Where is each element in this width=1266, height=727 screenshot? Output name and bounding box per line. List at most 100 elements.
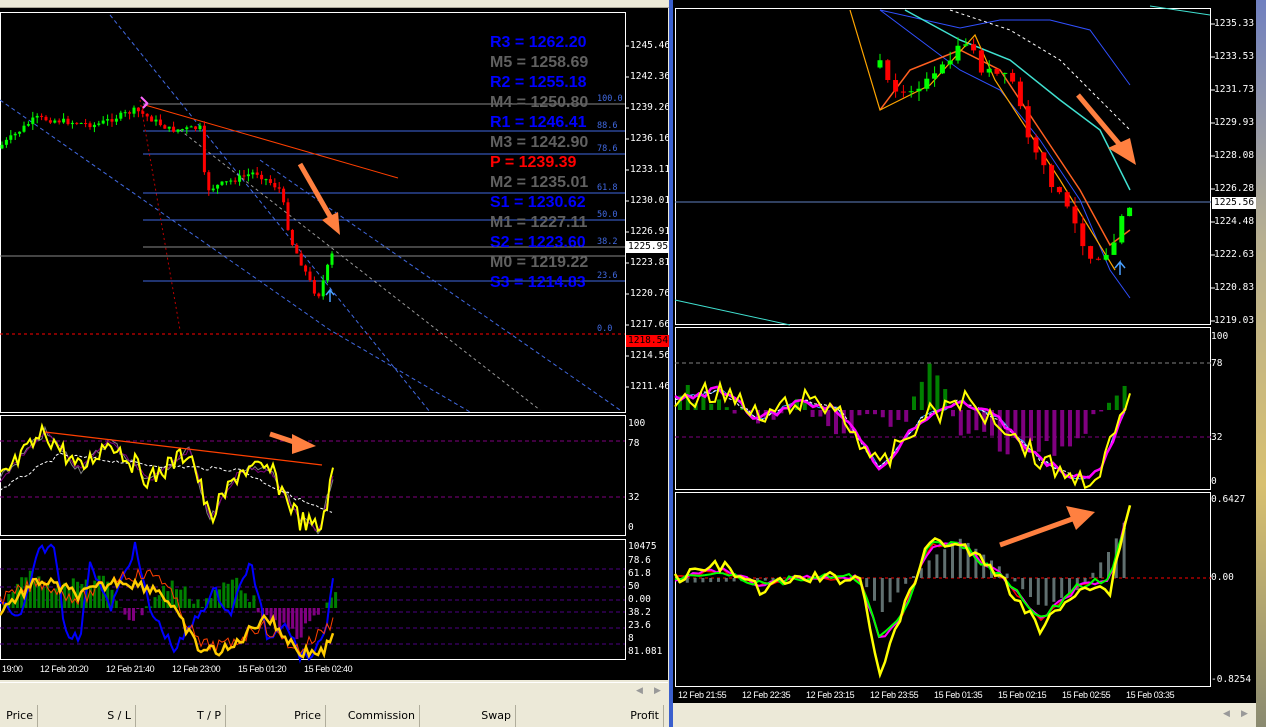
scroll-right-icon[interactable]: ▶	[1241, 709, 1248, 719]
right-price-axis: 1235.33 1233.53 1231.73 1229.93 1228.08 1226.…	[1211, 0, 1258, 700]
main-panel-border	[0, 12, 626, 413]
histogram-bar	[213, 589, 217, 608]
candle	[1127, 207, 1133, 217]
candle	[260, 174, 264, 180]
histogram-bar	[810, 410, 815, 417]
histogram-bar	[865, 578, 869, 588]
histogram-bar	[1021, 578, 1025, 590]
indicator-tick: -0.8254	[1211, 674, 1252, 685]
time-label: 12 Feb 23:15	[806, 690, 855, 700]
histogram-bar	[1005, 573, 1009, 578]
histogram-bar	[1036, 410, 1041, 452]
indicator-tick: 0	[628, 522, 634, 533]
column-header: S / L	[38, 705, 136, 727]
histogram-bar	[997, 410, 1002, 452]
candle	[172, 126, 176, 132]
histogram-bar	[1029, 578, 1032, 597]
price-tick: 1224.48	[1214, 216, 1255, 227]
candle	[114, 118, 118, 122]
histogram-bar	[834, 410, 838, 435]
histogram-bar	[278, 608, 282, 633]
window-border	[669, 0, 673, 727]
candle	[893, 80, 899, 92]
annotation-arrow	[297, 162, 338, 227]
histogram-bar	[54, 588, 58, 608]
histogram-bar	[243, 593, 247, 608]
histogram-bar	[1099, 410, 1104, 412]
histogram-bar	[1060, 578, 1064, 598]
histogram-bar	[1091, 572, 1095, 578]
right-scrollbar[interactable]: ◀ ▶	[673, 703, 1256, 727]
histogram-bar	[717, 578, 720, 582]
histogram-bar	[888, 410, 893, 427]
candle	[955, 45, 961, 61]
scroll-left-icon[interactable]: ◀	[636, 686, 643, 696]
histogram-bar	[286, 608, 290, 631]
histogram-bar	[1068, 578, 1071, 594]
indicator-tick: 32	[1211, 432, 1223, 443]
candle	[978, 50, 984, 73]
histogram-bar	[312, 608, 316, 616]
price-tick: 1245.46	[630, 40, 671, 51]
candle	[31, 117, 35, 125]
histogram-bar	[958, 410, 963, 436]
candle	[1025, 106, 1031, 138]
bollinger-upper	[879, 9, 1131, 86]
time-label: 19:00	[2, 664, 23, 674]
moving-average-cyan	[904, 9, 1131, 191]
indicator-tick: 0.6427	[1211, 494, 1246, 505]
scroll-left-icon[interactable]: ◀	[1223, 709, 1230, 719]
histogram-bar	[756, 578, 759, 581]
candle	[939, 64, 945, 74]
histogram-bar	[7, 594, 11, 608]
histogram-bar	[304, 608, 307, 624]
time-label: 12 Feb 22:35	[742, 690, 791, 700]
histogram-bar	[865, 410, 870, 415]
histogram-bar	[123, 608, 127, 615]
left-scrollbar[interactable]: ◀ ▶	[0, 682, 668, 702]
scroll-right-icon[interactable]: ▶	[654, 686, 661, 696]
histogram-bar	[273, 608, 277, 621]
candle	[136, 107, 140, 112]
candle	[13, 133, 17, 136]
histogram-bar	[37, 576, 41, 608]
main-panel-border	[675, 8, 1211, 325]
candle	[924, 78, 930, 89]
histogram-bar	[127, 608, 131, 621]
column-header: Price	[0, 705, 38, 727]
candle	[194, 126, 198, 130]
histogram-bar	[873, 578, 876, 601]
indicator-tick: 61.8	[628, 568, 651, 579]
candle	[4, 139, 8, 145]
price-tick: 1239.26	[630, 102, 671, 113]
histogram-bar	[269, 608, 273, 621]
histogram-bar	[849, 410, 854, 434]
indicator-tick: 78	[628, 438, 640, 449]
candle	[963, 44, 969, 46]
column-header: Price	[226, 705, 326, 727]
candle	[44, 116, 48, 121]
histogram-bar	[334, 592, 338, 608]
column-header: Profit	[516, 705, 664, 727]
histogram-bar	[166, 591, 170, 608]
candle	[321, 280, 325, 297]
histogram-bar	[110, 589, 114, 608]
candle	[1080, 223, 1086, 247]
candle	[224, 181, 228, 183]
price-tick: 1242.36	[630, 71, 671, 82]
histogram-bar	[239, 590, 243, 608]
indicator-tick: 81.081	[628, 646, 663, 657]
right-chart-canvas[interactable]	[0, 0, 1266, 705]
candle	[180, 129, 184, 131]
candle	[145, 113, 149, 117]
fib-trend-line	[139, 99, 181, 331]
left-chart-canvas[interactable]	[0, 0, 670, 680]
candle	[70, 122, 74, 125]
histogram-bar	[1075, 410, 1080, 439]
candle	[101, 120, 105, 124]
histogram-bar	[771, 410, 776, 420]
pivot-label: S1 = 1230.62	[490, 194, 586, 211]
histogram-bar	[89, 585, 92, 608]
channel-line	[109, 14, 431, 413]
candle	[246, 174, 250, 177]
